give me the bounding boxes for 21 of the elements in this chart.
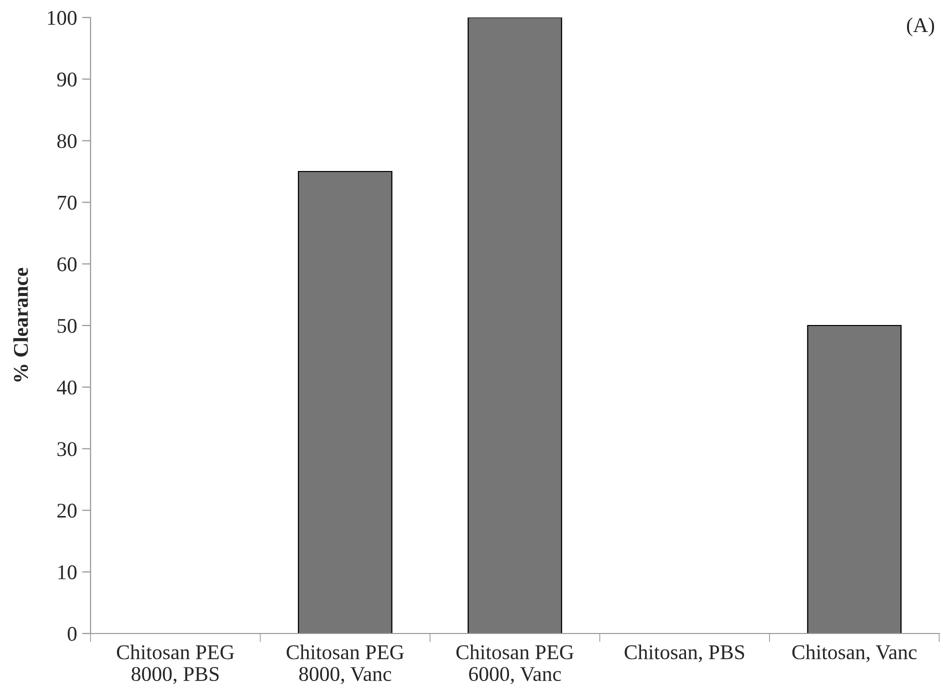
x-tick-label: Chitosan PEG 8000, Vanc xyxy=(286,644,404,684)
bar xyxy=(298,170,392,634)
y-axis-title: % Clearance xyxy=(13,268,28,382)
y-tick-label: 20 xyxy=(57,504,77,518)
x-tick-label: Chitosan, PBS xyxy=(624,644,744,662)
x-tick-label: Chitosan PEG 6000, Vanc xyxy=(456,644,574,684)
y-tick-label: 100 xyxy=(48,10,77,25)
y-tick-label: 70 xyxy=(58,196,77,210)
annotation: (A) xyxy=(906,18,934,36)
y-tick-label: 30 xyxy=(57,442,77,456)
bar xyxy=(807,324,902,634)
y-tick-label: 50 xyxy=(58,318,77,333)
y-tick-label: 90 xyxy=(57,72,77,87)
x-tick-label: Chitosan PEG 8000, PBS xyxy=(116,644,234,684)
x-tick-label: Chitosan, Vanc xyxy=(792,644,917,662)
bar xyxy=(468,18,562,634)
y-tick-label: 40 xyxy=(56,380,77,395)
y-tick-label: 80 xyxy=(57,134,77,148)
y-tick-label: 60 xyxy=(57,257,77,272)
y-tick-label: 0 xyxy=(68,626,77,641)
y-tick-label: 10 xyxy=(58,565,77,580)
